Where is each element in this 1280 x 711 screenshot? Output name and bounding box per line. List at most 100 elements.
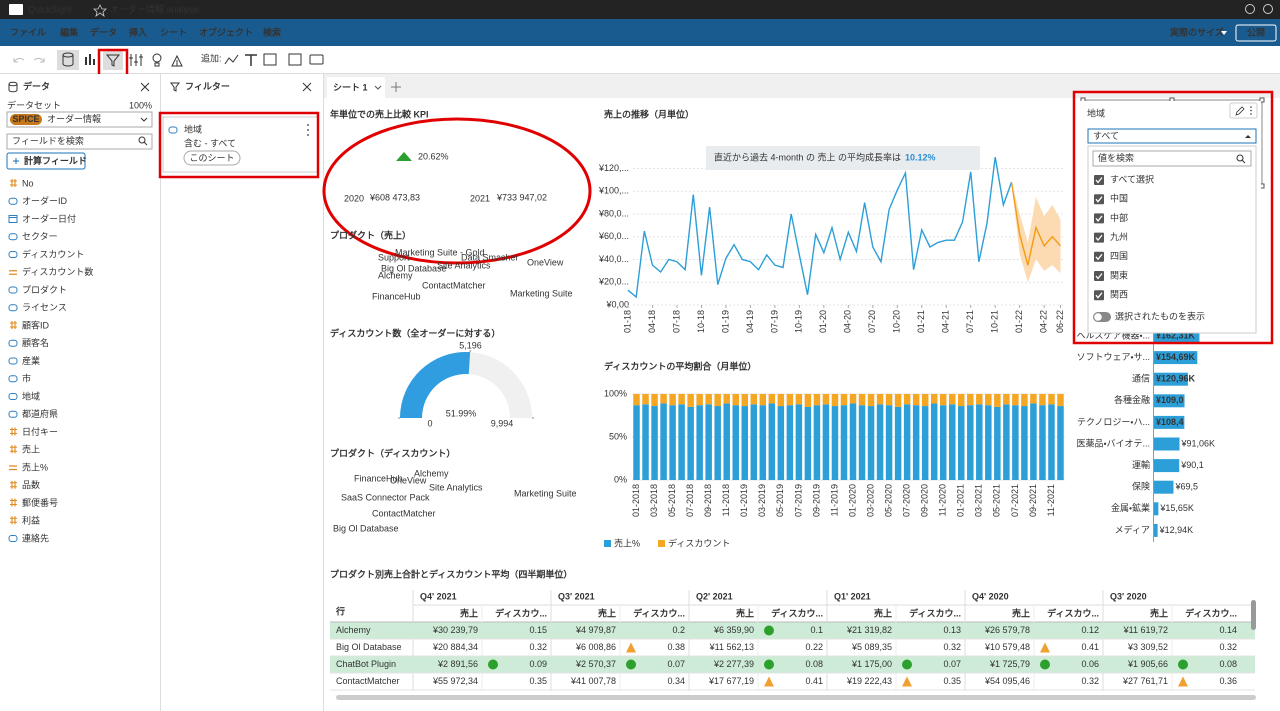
- field-name[interactable]: 産業: [22, 355, 40, 366]
- menu-item[interactable]: ファイル: [10, 27, 46, 37]
- field-search[interactable]: [6, 133, 153, 150]
- calc-field-label[interactable]: 計算フィールド: [24, 155, 87, 166]
- field-name[interactable]: 利益: [22, 515, 40, 526]
- field-name[interactable]: オーダー日付: [22, 213, 76, 224]
- field-name[interactable]: 連絡先: [22, 532, 49, 543]
- checkbox[interactable]: [1094, 232, 1104, 243]
- value-search[interactable]: [1092, 150, 1252, 167]
- table-cell: ¥21 319,82: [846, 625, 892, 635]
- x-tick-label: 03-2020: [865, 484, 875, 517]
- redo-icon[interactable]: [33, 57, 45, 63]
- field-name[interactable]: 郵便番号: [22, 497, 58, 508]
- field-name[interactable]: No: [22, 178, 34, 188]
- checkbox[interactable]: [1094, 175, 1104, 185]
- favorite-star[interactable]: [93, 4, 107, 17]
- field-name[interactable]: 売上: [22, 444, 40, 455]
- parameters-icon[interactable]: [129, 54, 143, 66]
- value-label: ¥69,5: [1174, 482, 1198, 492]
- publish-button[interactable]: [1235, 24, 1277, 42]
- sheet-tab-label[interactable]: シート 1: [333, 82, 368, 92]
- checkbox[interactable]: [1094, 213, 1104, 224]
- field-name[interactable]: ライセンス: [22, 303, 67, 313]
- undo-icon[interactable]: [13, 57, 25, 63]
- option-label[interactable]: 四国: [1110, 251, 1128, 261]
- field-name[interactable]: 市: [22, 373, 31, 384]
- bar-segment: [687, 394, 694, 407]
- option-label[interactable]: 中国: [1110, 193, 1128, 204]
- field-name[interactable]: ディスカウント数: [22, 266, 93, 277]
- add-embed-icon[interactable]: [309, 54, 324, 65]
- row-header: 行: [335, 605, 345, 616]
- bar-segment: [822, 404, 830, 480]
- menu-item[interactable]: シート: [160, 27, 187, 37]
- close-icon[interactable]: [140, 82, 150, 92]
- menu-item[interactable]: オブジェクト: [199, 26, 253, 37]
- bar-segment: [831, 406, 839, 480]
- add-insight-icon[interactable]: [288, 53, 302, 66]
- bar-segment: [939, 394, 947, 406]
- themes-icon[interactable]: [171, 54, 183, 67]
- checkbox[interactable]: [1094, 290, 1104, 301]
- dataset-select[interactable]: [6, 111, 153, 128]
- filter-field: 地域: [184, 123, 202, 134]
- option-label[interactable]: 中部: [1110, 212, 1128, 223]
- field-name[interactable]: セクター: [22, 232, 58, 242]
- sheet-tab[interactable]: [327, 77, 385, 98]
- checkbox[interactable]: [1094, 271, 1104, 281]
- menu-item[interactable]: 編集: [59, 26, 79, 37]
- user-icon[interactable]: [1263, 4, 1273, 14]
- field-name[interactable]: ディスカウント: [22, 248, 84, 259]
- field-name[interactable]: 日付キー: [22, 427, 58, 437]
- control-actions[interactable]: [1229, 102, 1258, 119]
- option-label[interactable]: 関東: [1110, 269, 1128, 280]
- add-sheet[interactable]: [391, 82, 401, 92]
- option-label[interactable]: 関西: [1110, 290, 1128, 300]
- kpi-arrow: [396, 152, 412, 161]
- field-name[interactable]: プロダクト: [22, 284, 67, 295]
- resize-handle: [1259, 97, 1265, 103]
- menu-item[interactable]: データ: [90, 26, 117, 37]
- filter-button[interactable]: [103, 51, 123, 70]
- add-text-icon[interactable]: [245, 54, 257, 66]
- help-icon[interactable]: [1245, 4, 1255, 14]
- dimension-icon: [8, 357, 18, 365]
- x-tick-label: 10-21: [990, 310, 1000, 333]
- menu-item[interactable]: 挿入: [129, 26, 148, 37]
- bar-segment: [967, 405, 974, 480]
- checkbox[interactable]: [1094, 251, 1104, 262]
- option-label[interactable]: すべて選択: [1110, 173, 1154, 184]
- x-tick-label: 01-2021: [956, 484, 966, 517]
- y-tick-label: ¥80,0...: [598, 208, 629, 218]
- add-image-icon[interactable]: [263, 53, 277, 66]
- table-cell: ¥30 239,79: [432, 625, 478, 635]
- bar-segment: [967, 394, 974, 406]
- option-label[interactable]: 九州: [1110, 232, 1128, 242]
- field-name[interactable]: オーダーID: [22, 195, 68, 206]
- x-tick-label: 09-2019: [811, 484, 821, 517]
- insights-icon[interactable]: [152, 53, 162, 63]
- publish-label[interactable]: 公開: [1247, 26, 1265, 37]
- field-name[interactable]: 顧客名: [22, 337, 49, 348]
- calc-field-button[interactable]: [6, 152, 86, 170]
- field-name[interactable]: 地域: [22, 390, 40, 401]
- add-visual-icon[interactable]: [224, 54, 239, 65]
- x-tick-label: 10-18: [696, 310, 706, 333]
- data-icon: [8, 84, 18, 93]
- quarter-header: Q2' 2021: [696, 591, 733, 601]
- zoom-select[interactable]: 実際のサイズ: [1170, 26, 1224, 37]
- bar-segment: [1003, 394, 1010, 405]
- control-select[interactable]: [1087, 128, 1257, 144]
- menu-item[interactable]: 検索: [263, 26, 281, 37]
- field-name[interactable]: 品数: [22, 479, 40, 490]
- field-name[interactable]: 顧客ID: [22, 319, 50, 330]
- measure-header: ディスカウ...: [495, 607, 547, 618]
- y-tick-label: ¥0,00: [605, 299, 629, 309]
- bar: [1154, 372, 1188, 386]
- visual-icon[interactable]: [85, 54, 95, 65]
- close-icon[interactable]: [302, 82, 312, 92]
- x-tick-label: 04-18: [647, 310, 657, 333]
- field-name[interactable]: 都道府県: [22, 408, 58, 419]
- bar-segment: [976, 394, 983, 405]
- checkbox[interactable]: [1094, 194, 1104, 205]
- field-name[interactable]: 売上%: [22, 461, 48, 472]
